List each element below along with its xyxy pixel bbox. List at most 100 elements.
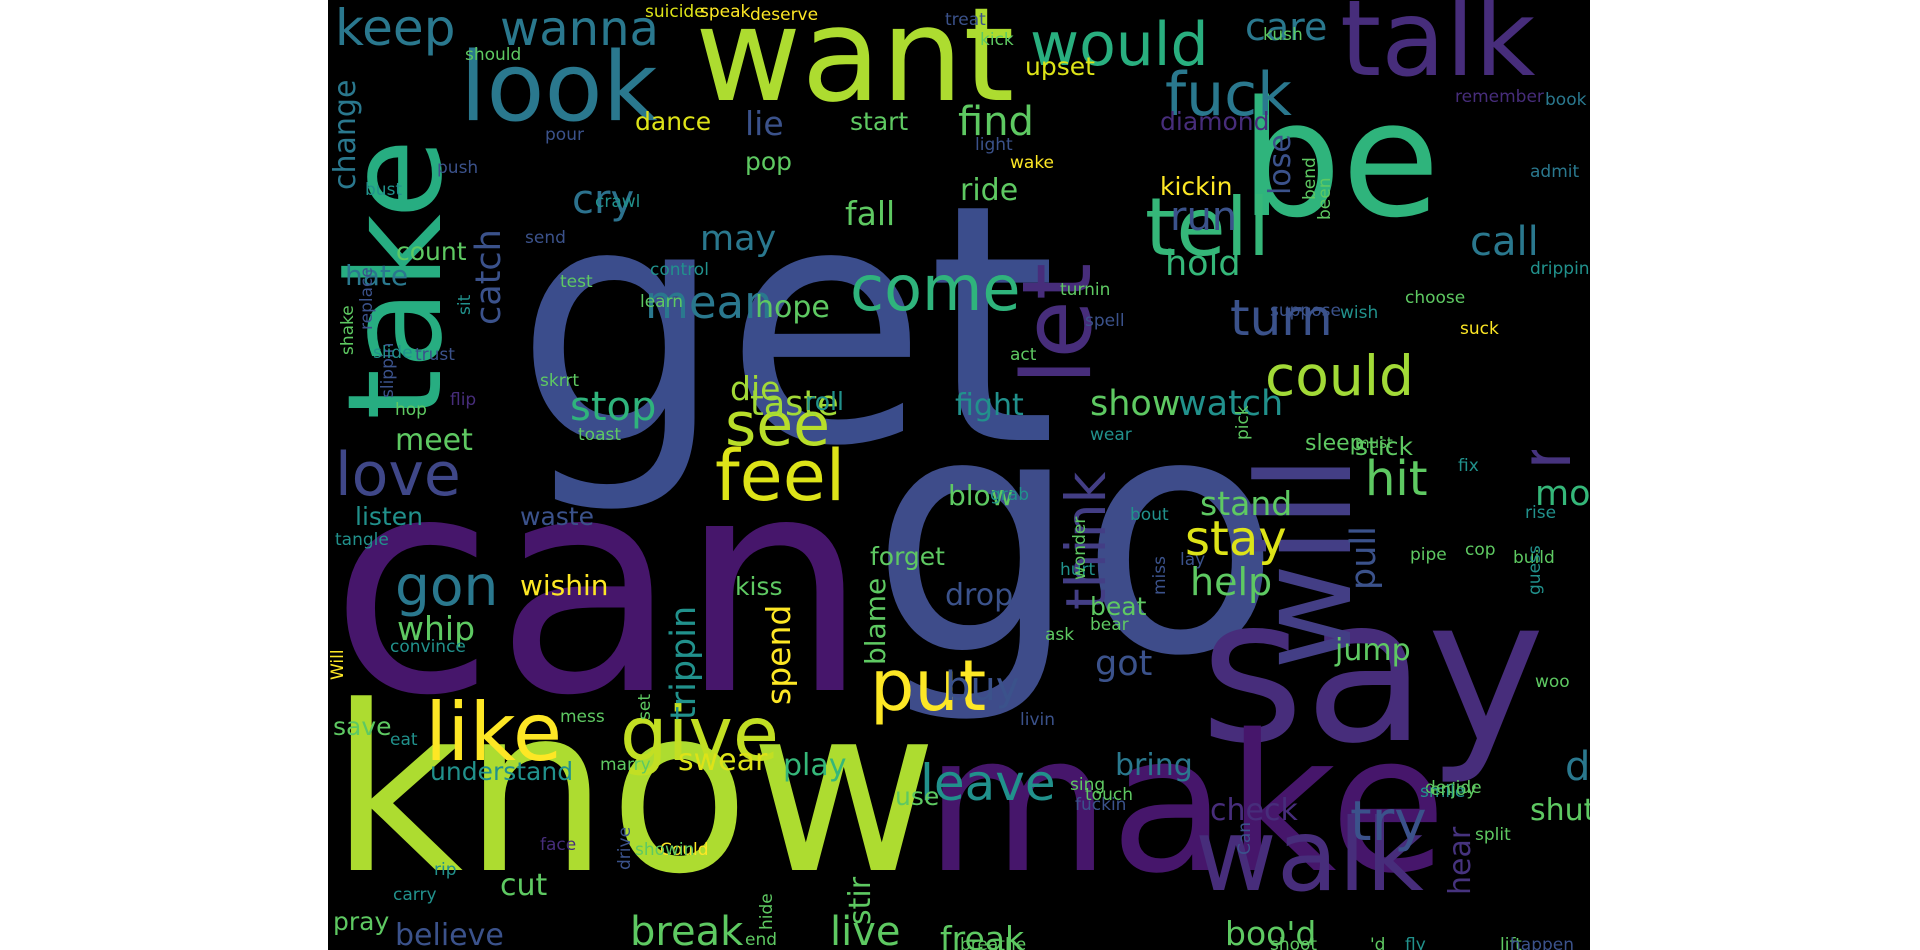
cloud-word: hurt	[1060, 560, 1096, 580]
cloud-word: deserve	[750, 5, 818, 25]
cloud-word: like	[425, 686, 562, 779]
cloud-word: Can	[1235, 822, 1255, 855]
cloud-word: bring	[1115, 748, 1193, 783]
cloud-word: upset	[1025, 52, 1095, 81]
cloud-word: send	[525, 228, 566, 248]
cloud-word: admit	[1530, 162, 1579, 182]
cloud-word: marry	[600, 755, 651, 775]
cloud-word: want	[695, 0, 1014, 131]
cloud-word: do	[1565, 744, 1615, 790]
cloud-word: look	[460, 33, 658, 143]
cloud-word: diamond	[1160, 107, 1270, 136]
cloud-word: showin	[635, 840, 694, 860]
cloud-word: let	[1003, 263, 1113, 385]
cloud-word: choose	[1405, 288, 1465, 308]
cloud-word: dance	[635, 107, 711, 136]
cloud-word: bear	[1090, 615, 1129, 635]
cloud-word: whip	[397, 609, 475, 648]
cloud-word: Will	[328, 649, 348, 680]
cloud-word: lift	[1500, 935, 1522, 950]
cloud-word: blame	[859, 578, 892, 665]
cloud-word: understand	[430, 757, 573, 786]
cloud-word: convince	[390, 637, 466, 657]
cloud-word: carry	[393, 885, 437, 905]
cloud-word: will	[1229, 455, 1381, 670]
cloud-word: pull	[1344, 526, 1384, 590]
cloud-word: fight	[955, 388, 1024, 423]
cloud-word: should	[465, 45, 521, 65]
cloud-word: replace	[357, 267, 377, 330]
cloud-word: stop	[570, 384, 656, 430]
cloud-word: mean	[645, 276, 773, 329]
cloud-word: keep	[335, 0, 455, 57]
cloud-word: crawl	[595, 192, 640, 212]
cloud-word: turnin	[1060, 280, 1110, 300]
cloud-word: know	[330, 658, 938, 925]
cloud-word: treat	[945, 10, 986, 30]
cloud-word: tangle	[335, 530, 389, 550]
cloud-word: wear	[1090, 425, 1132, 445]
cloud-word: talk	[1340, 0, 1536, 100]
cloud-word: listen	[355, 502, 423, 531]
cloud-word: see	[725, 390, 830, 460]
cloud-word: remember	[1455, 87, 1544, 107]
cloud-word: waste	[520, 502, 594, 531]
cloud-word: lose	[1263, 134, 1298, 195]
cloud-word: change	[328, 80, 363, 190]
cloud-word: shoot	[1270, 935, 1317, 950]
cloud-word: face	[540, 835, 576, 855]
cloud-word: suicide	[645, 2, 705, 22]
cloud-word: hope	[755, 290, 830, 325]
cloud-word: taste	[750, 384, 839, 424]
cloud-word: watch	[1178, 384, 1283, 424]
cloud-word: skrrt	[540, 371, 579, 391]
cloud-background	[328, 0, 1590, 950]
cloud-word: bust	[365, 180, 402, 200]
cloud-word: control	[650, 260, 709, 280]
cloud-word: tell	[1145, 181, 1270, 274]
cloud-word: take	[319, 139, 471, 420]
cloud-word: suck	[1460, 319, 1499, 339]
cloud-word: pop	[745, 147, 792, 176]
cloud-word: cry	[572, 177, 634, 223]
cloud-word: shake	[338, 305, 358, 355]
cloud-word: jump	[1334, 633, 1411, 668]
cloud-word: end	[745, 930, 777, 950]
cloud-word: rip	[434, 860, 457, 880]
cloud-word: start	[850, 107, 908, 136]
cloud-word: boo'd	[1225, 914, 1316, 950]
cloud-word: drippin	[1530, 259, 1590, 279]
cloud-word: buy	[945, 664, 1019, 710]
cloud-word: stand	[1200, 484, 1292, 523]
cloud-word: decide	[1425, 778, 1482, 798]
cloud-word: Could	[660, 840, 709, 860]
cloud-word: bend	[1300, 157, 1320, 200]
cloud-word: bout	[1130, 505, 1169, 525]
cloud-word: push	[437, 158, 478, 178]
cloud-word: hate	[345, 259, 408, 292]
cloud-word: hop	[395, 400, 427, 420]
cloud-word: give	[620, 690, 779, 778]
cloud-word: guess	[1525, 545, 1545, 595]
cloud-word: ride	[960, 173, 1018, 208]
cloud-word: love	[335, 440, 461, 510]
cloud-word: stay	[1185, 511, 1287, 567]
cloud-word: feel	[715, 435, 845, 517]
cloud-word: hit	[1365, 451, 1428, 507]
cloud-word: fly	[1405, 935, 1426, 950]
cloud-word: got	[1095, 644, 1152, 684]
cloud-word: rise	[1525, 503, 1556, 523]
cloud-word: drive	[615, 827, 635, 870]
cloud-word: can	[330, 412, 869, 761]
cloud-word: use	[895, 782, 939, 811]
cloud-word: put	[870, 645, 986, 727]
cloud-word: sing	[1070, 775, 1105, 795]
cloud-word: speak	[700, 2, 751, 22]
cloud-word: stir	[843, 876, 878, 925]
cloud-word: need	[1505, 295, 1587, 470]
cloud-word: meet	[395, 423, 473, 458]
cloud-word: roll	[805, 387, 844, 416]
cloud-word: trippin	[664, 606, 704, 720]
cloud-word: book	[1545, 90, 1587, 110]
